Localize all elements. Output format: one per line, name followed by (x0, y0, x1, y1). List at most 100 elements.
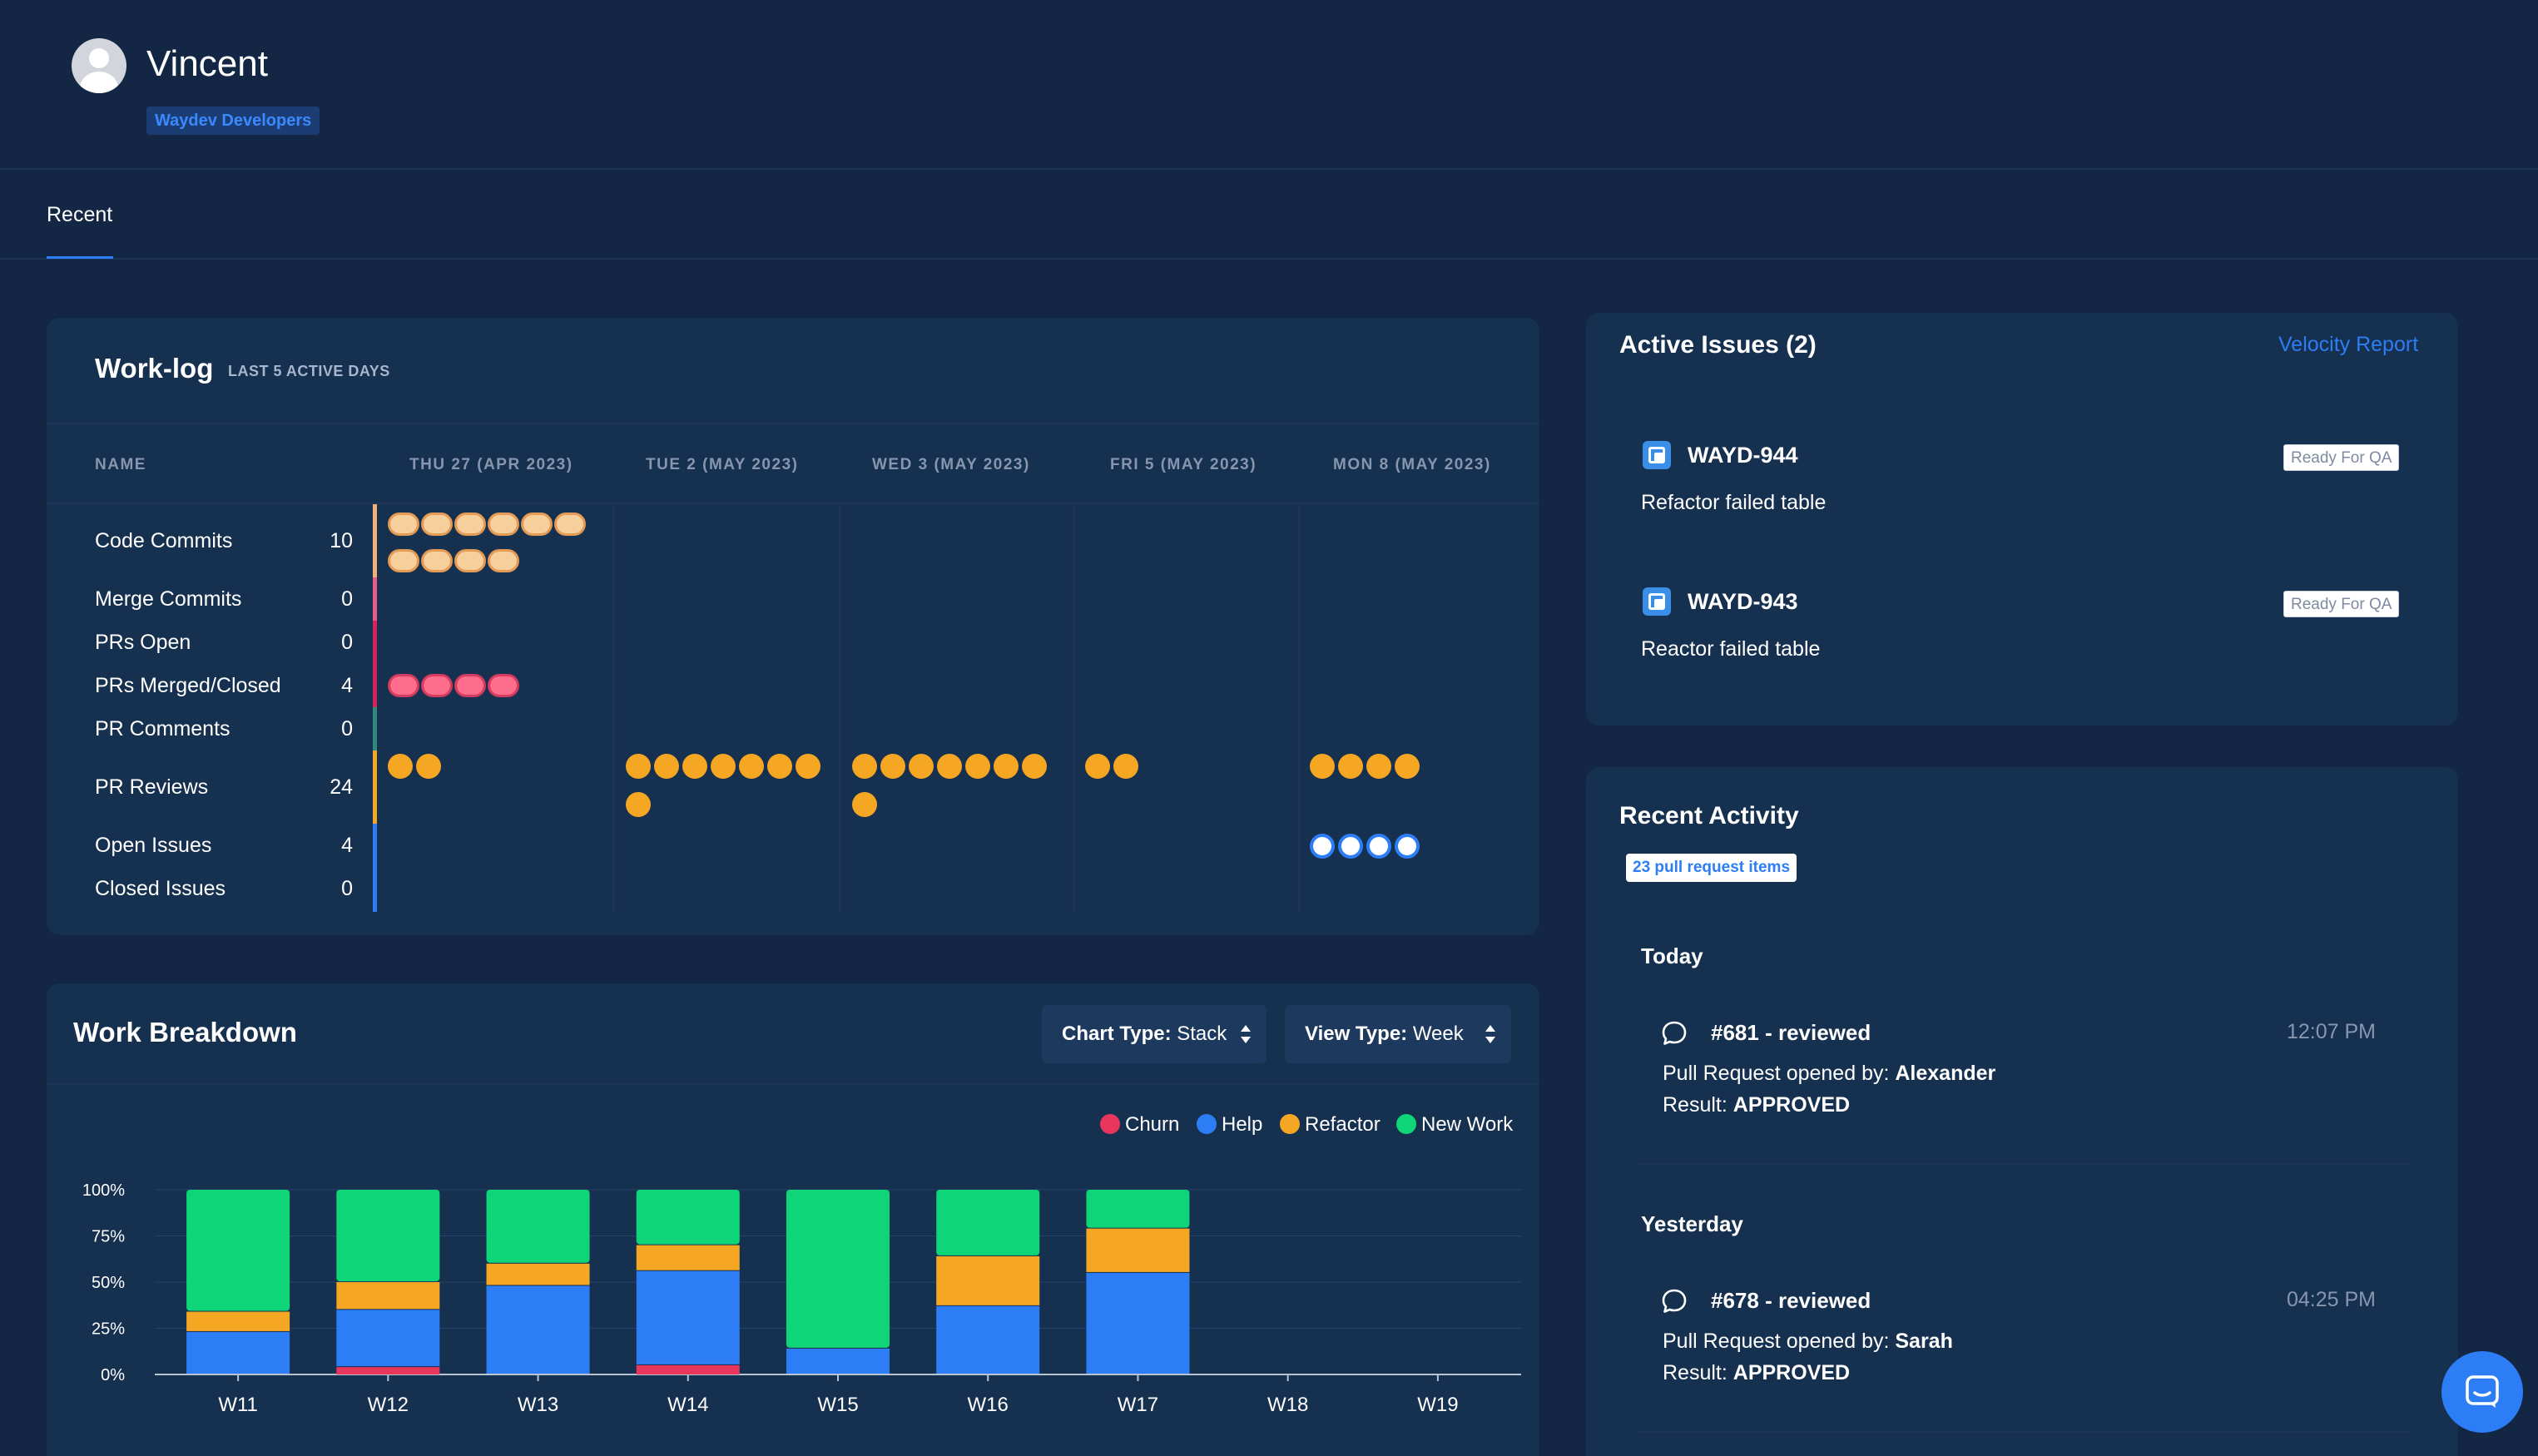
review-mark[interactable] (937, 754, 962, 779)
chart-type-select[interactable]: Chart Type: Stack (1042, 1005, 1267, 1063)
column-divider (1298, 504, 1300, 914)
y-tick-label: 75% (92, 1228, 125, 1246)
pr-merged-mark[interactable] (488, 674, 519, 697)
review-mark[interactable] (1310, 754, 1335, 779)
day-label-today: Today (1641, 943, 1703, 968)
legend-churn-label[interactable]: Churn (1125, 1113, 1180, 1136)
legend-refactor-label[interactable]: Refactor (1305, 1113, 1381, 1136)
bar-help (636, 1270, 740, 1364)
bar-help (786, 1348, 890, 1374)
commit-mark[interactable] (421, 549, 453, 572)
column-header-day: MON 8 (MAY 2023) (1333, 456, 1491, 473)
metric-label-prs-open: PRs Open (95, 631, 191, 654)
issue-card[interactable]: WAYD-943 Ready For QA Reactor failed tab… (1621, 557, 2425, 681)
x-tick-label: W14 (667, 1394, 708, 1416)
review-mark[interactable] (711, 754, 736, 779)
tab-recent[interactable]: Recent (47, 203, 113, 226)
open-issue-mark[interactable] (1338, 834, 1363, 859)
review-mark[interactable] (994, 754, 1019, 779)
comment-icon (1662, 1021, 1687, 1045)
commit-mark[interactable] (488, 549, 519, 572)
open-issue-mark[interactable] (1395, 834, 1420, 859)
open-issue-mark[interactable] (1310, 834, 1335, 859)
legend-new-work-dot (1396, 1114, 1416, 1134)
review-mark[interactable] (682, 754, 707, 779)
review-mark[interactable] (965, 754, 990, 779)
metric-label-closed-issues: Closed Issues (95, 877, 226, 900)
review-mark[interactable] (1338, 754, 1363, 779)
category-bar (373, 621, 377, 664)
open-issue-mark[interactable] (1366, 834, 1391, 859)
legend-help-label[interactable]: Help (1222, 1113, 1263, 1136)
y-tick-label: 25% (92, 1320, 125, 1339)
y-tick-label: 0% (101, 1366, 125, 1384)
worklog-subtitle: LAST 5 ACTIVE DAYS (228, 363, 390, 379)
bar-churn (336, 1367, 440, 1374)
issue-status-badge: Ready For QA (2283, 444, 2400, 471)
review-mark[interactable] (852, 792, 877, 817)
bar-help (336, 1310, 440, 1367)
commit-mark[interactable] (488, 513, 519, 536)
issue-description: Refactor failed table (1641, 491, 1827, 514)
review-mark[interactable] (1022, 754, 1047, 779)
activity-title: #681 - reviewed (1711, 1020, 1871, 1045)
review-mark[interactable] (909, 754, 934, 779)
metric-label-open-issues: Open Issues (95, 834, 212, 857)
bar-refactor (1086, 1228, 1190, 1272)
jira-task-icon (1643, 441, 1671, 469)
x-tick-label: W19 (1417, 1394, 1458, 1416)
pr-merged-mark[interactable] (454, 674, 486, 697)
metric-count: 0 (341, 877, 353, 900)
commit-mark[interactable] (388, 513, 419, 536)
y-tick-label: 100% (82, 1181, 125, 1200)
review-mark[interactable] (388, 754, 413, 779)
review-mark[interactable] (880, 754, 905, 779)
legend-churn-dot (1100, 1114, 1120, 1134)
legend-refactor-dot (1280, 1114, 1300, 1134)
review-mark[interactable] (852, 754, 877, 779)
bar-help (186, 1331, 290, 1374)
column-header-day: FRI 5 (MAY 2023) (1110, 456, 1257, 473)
commit-mark[interactable] (554, 513, 586, 536)
activity-card[interactable]: #678 - reviewed 04:25 PM Pull Request op… (1636, 1258, 2408, 1433)
velocity-report-link[interactable]: Velocity Report (2278, 333, 2419, 356)
review-mark[interactable] (796, 754, 820, 779)
bar-refactor (336, 1282, 440, 1310)
commit-mark[interactable] (521, 513, 553, 536)
bar-new-work (636, 1190, 740, 1245)
divider (47, 423, 1539, 424)
pr-merged-mark[interactable] (388, 674, 419, 697)
category-bar (373, 664, 377, 707)
chat-launcher-button[interactable] (2441, 1351, 2523, 1433)
metric-label-prs-merged: PRs Merged/Closed (95, 674, 281, 697)
review-mark[interactable] (1085, 754, 1110, 779)
review-mark[interactable] (767, 754, 792, 779)
chart-type-label: Chart Type: (1062, 1023, 1172, 1045)
commit-mark[interactable] (388, 549, 419, 572)
review-mark[interactable] (416, 754, 441, 779)
legend-new-work-label[interactable]: New Work (1421, 1113, 1514, 1136)
team-badge[interactable]: Waydev Developers (146, 106, 320, 135)
pr-merged-mark[interactable] (421, 674, 453, 697)
bar-new-work (1086, 1190, 1190, 1228)
view-type-select[interactable]: View Type: Week (1285, 1005, 1511, 1063)
review-mark[interactable] (1395, 754, 1420, 779)
review-mark[interactable] (739, 754, 764, 779)
review-mark[interactable] (626, 754, 651, 779)
legend-help-dot (1197, 1114, 1217, 1134)
commit-mark[interactable] (454, 549, 486, 572)
commit-mark[interactable] (421, 513, 453, 536)
review-mark[interactable] (654, 754, 679, 779)
review-mark[interactable] (1366, 754, 1391, 779)
issue-card[interactable]: WAYD-944 Ready For QA Refactor failed ta… (1621, 411, 2425, 534)
issue-id: WAYD-943 (1688, 589, 1798, 614)
view-type-value: Week (1412, 1023, 1464, 1045)
metric-label-merge-commits: Merge Commits (95, 587, 242, 611)
commit-mark[interactable] (454, 513, 486, 536)
metric-count: 0 (341, 587, 353, 611)
opened-by-line: Pull Request opened by: Sarah (1663, 1330, 1953, 1353)
comment-icon (1662, 1289, 1687, 1313)
activity-card[interactable]: #681 - reviewed 12:07 PM Pull Request op… (1636, 990, 2408, 1165)
review-mark[interactable] (626, 792, 651, 817)
review-mark[interactable] (1113, 754, 1138, 779)
